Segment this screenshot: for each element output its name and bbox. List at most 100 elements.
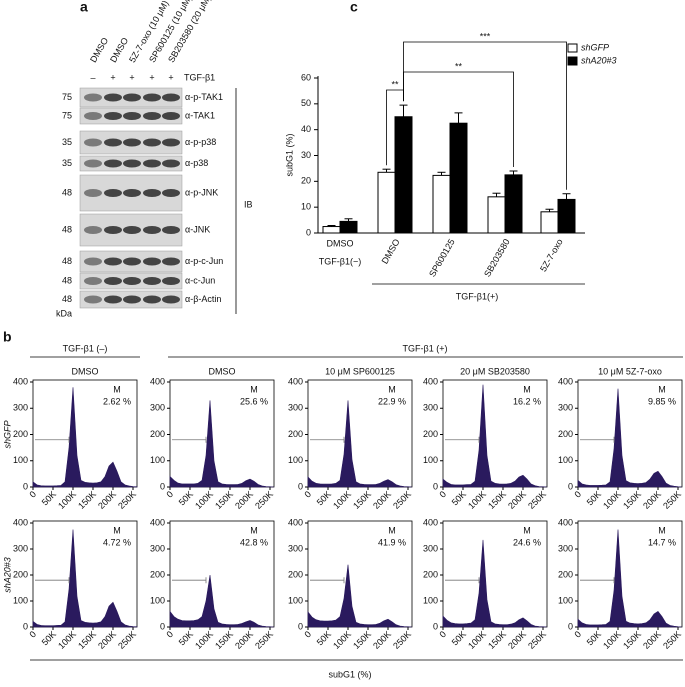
marker-label: 48 bbox=[62, 224, 72, 234]
gate-name: M bbox=[523, 384, 531, 394]
x-tick-label: 0 bbox=[437, 489, 448, 500]
y-tick-label: 300 bbox=[150, 403, 165, 413]
blot-band bbox=[123, 277, 141, 285]
y-tick-label: 100 bbox=[423, 595, 438, 605]
row-label: α-β-Actin bbox=[185, 294, 221, 304]
y-tick-label: 200 bbox=[150, 569, 165, 579]
y-tick-label: 100 bbox=[558, 595, 573, 605]
y-tick-label: 100 bbox=[288, 595, 303, 605]
y-tick-label: 200 bbox=[13, 429, 28, 439]
x-tick-label: 50K bbox=[585, 489, 603, 507]
x-tick-label: 200K bbox=[371, 629, 393, 651]
x-tick-label: 100K bbox=[56, 629, 78, 651]
bar bbox=[487, 196, 506, 234]
legend-swatch bbox=[567, 56, 578, 66]
blot-band bbox=[162, 226, 180, 234]
blot-band bbox=[123, 257, 141, 266]
gate-value: 4.72 % bbox=[103, 537, 131, 547]
y-tick-label: 300 bbox=[150, 543, 165, 553]
sig-label: ** bbox=[391, 79, 399, 89]
y-tick-label: 400 bbox=[558, 517, 573, 527]
blot-band bbox=[104, 112, 122, 120]
y-tick-label: 0 bbox=[298, 481, 303, 491]
panel-label: b bbox=[3, 329, 12, 345]
bar bbox=[322, 226, 341, 234]
y-tick-label: 400 bbox=[150, 376, 165, 386]
y-tick-label: 300 bbox=[13, 403, 28, 413]
histogram bbox=[307, 564, 413, 628]
gate-value: 9.85 % bbox=[648, 396, 676, 406]
bar bbox=[449, 122, 468, 234]
blot-band bbox=[162, 138, 180, 147]
x-tick-label: 50K bbox=[177, 489, 195, 507]
y-tick-label: 100 bbox=[150, 595, 165, 605]
x-tick-label: 150K bbox=[486, 629, 508, 651]
bar bbox=[504, 174, 523, 234]
bar bbox=[557, 198, 576, 234]
x-tick-label: 150K bbox=[76, 489, 98, 511]
histogram bbox=[442, 539, 548, 628]
marker-label: 35 bbox=[62, 137, 72, 147]
y-tick-label: 400 bbox=[288, 376, 303, 386]
y-tick-label: 100 bbox=[558, 455, 573, 465]
gate-marker bbox=[35, 436, 70, 443]
x-tick-label: DMSO bbox=[380, 237, 402, 265]
blot-band bbox=[84, 112, 102, 120]
gate-marker bbox=[310, 436, 345, 443]
blot-band bbox=[143, 226, 161, 234]
blot-band bbox=[123, 138, 141, 147]
blot-band bbox=[104, 159, 122, 168]
panel-label: c bbox=[350, 0, 358, 15]
blot-band bbox=[104, 93, 122, 102]
marker-label: 35 bbox=[62, 158, 72, 168]
column-label: 20 μM SB203580 bbox=[460, 366, 530, 376]
x-tick-label: 200K bbox=[96, 629, 118, 651]
y-tick-label: 60 bbox=[301, 72, 311, 82]
marker-label: 48 bbox=[62, 187, 72, 197]
x-axis-title: subG1 (%) bbox=[328, 669, 371, 679]
legend-swatch bbox=[567, 43, 578, 53]
gate-value: 2.62 % bbox=[103, 396, 131, 406]
legend-label: shA20#3 bbox=[581, 55, 617, 65]
blot-band bbox=[104, 277, 122, 285]
y-tick-label: 0 bbox=[306, 227, 311, 237]
blot-band bbox=[123, 295, 141, 304]
gate-name: M bbox=[658, 525, 666, 535]
y-tick-label: 0 bbox=[23, 621, 28, 631]
x-tick-label: SP600125 bbox=[427, 237, 457, 278]
bar bbox=[377, 171, 396, 234]
gate-value: 22.9 % bbox=[378, 396, 406, 406]
gate-marker bbox=[172, 577, 207, 584]
x-tick-label: 200K bbox=[96, 489, 118, 511]
histogram bbox=[169, 574, 275, 628]
column-label: DMSO bbox=[209, 366, 236, 376]
x-tick-label: 250K bbox=[116, 489, 138, 511]
x-tick-label: 0 bbox=[572, 629, 583, 640]
x-tick-label: 200K bbox=[371, 489, 393, 511]
y-tick-label: 40 bbox=[301, 124, 311, 134]
lane-label: DMSO bbox=[88, 36, 110, 64]
y-tick-label: 400 bbox=[150, 517, 165, 527]
gate-name: M bbox=[113, 525, 121, 535]
x-tick-label: 100K bbox=[331, 489, 353, 511]
sig-label: ** bbox=[455, 61, 463, 71]
blot-band bbox=[123, 189, 141, 197]
row-label: α-p-TAK1 bbox=[185, 92, 223, 102]
histogram bbox=[169, 400, 275, 488]
x-tick-label: 5Z-7-oxo bbox=[538, 237, 565, 273]
marker-label: 48 bbox=[62, 294, 72, 304]
x-tick-label: 200K bbox=[506, 489, 528, 511]
y-tick-label: 200 bbox=[13, 569, 28, 579]
gate-name: M bbox=[250, 384, 258, 394]
blot-band bbox=[84, 277, 102, 285]
kda-label: kDa bbox=[56, 308, 72, 318]
blot-band bbox=[123, 93, 141, 102]
y-tick-label: 100 bbox=[288, 455, 303, 465]
group-label: TGF-β1 (–) bbox=[63, 343, 108, 353]
bar bbox=[339, 220, 358, 234]
blot-band bbox=[143, 112, 161, 120]
x-tick-label: 0 bbox=[27, 489, 38, 500]
blot-band bbox=[84, 93, 102, 102]
y-tick-label: 200 bbox=[558, 429, 573, 439]
